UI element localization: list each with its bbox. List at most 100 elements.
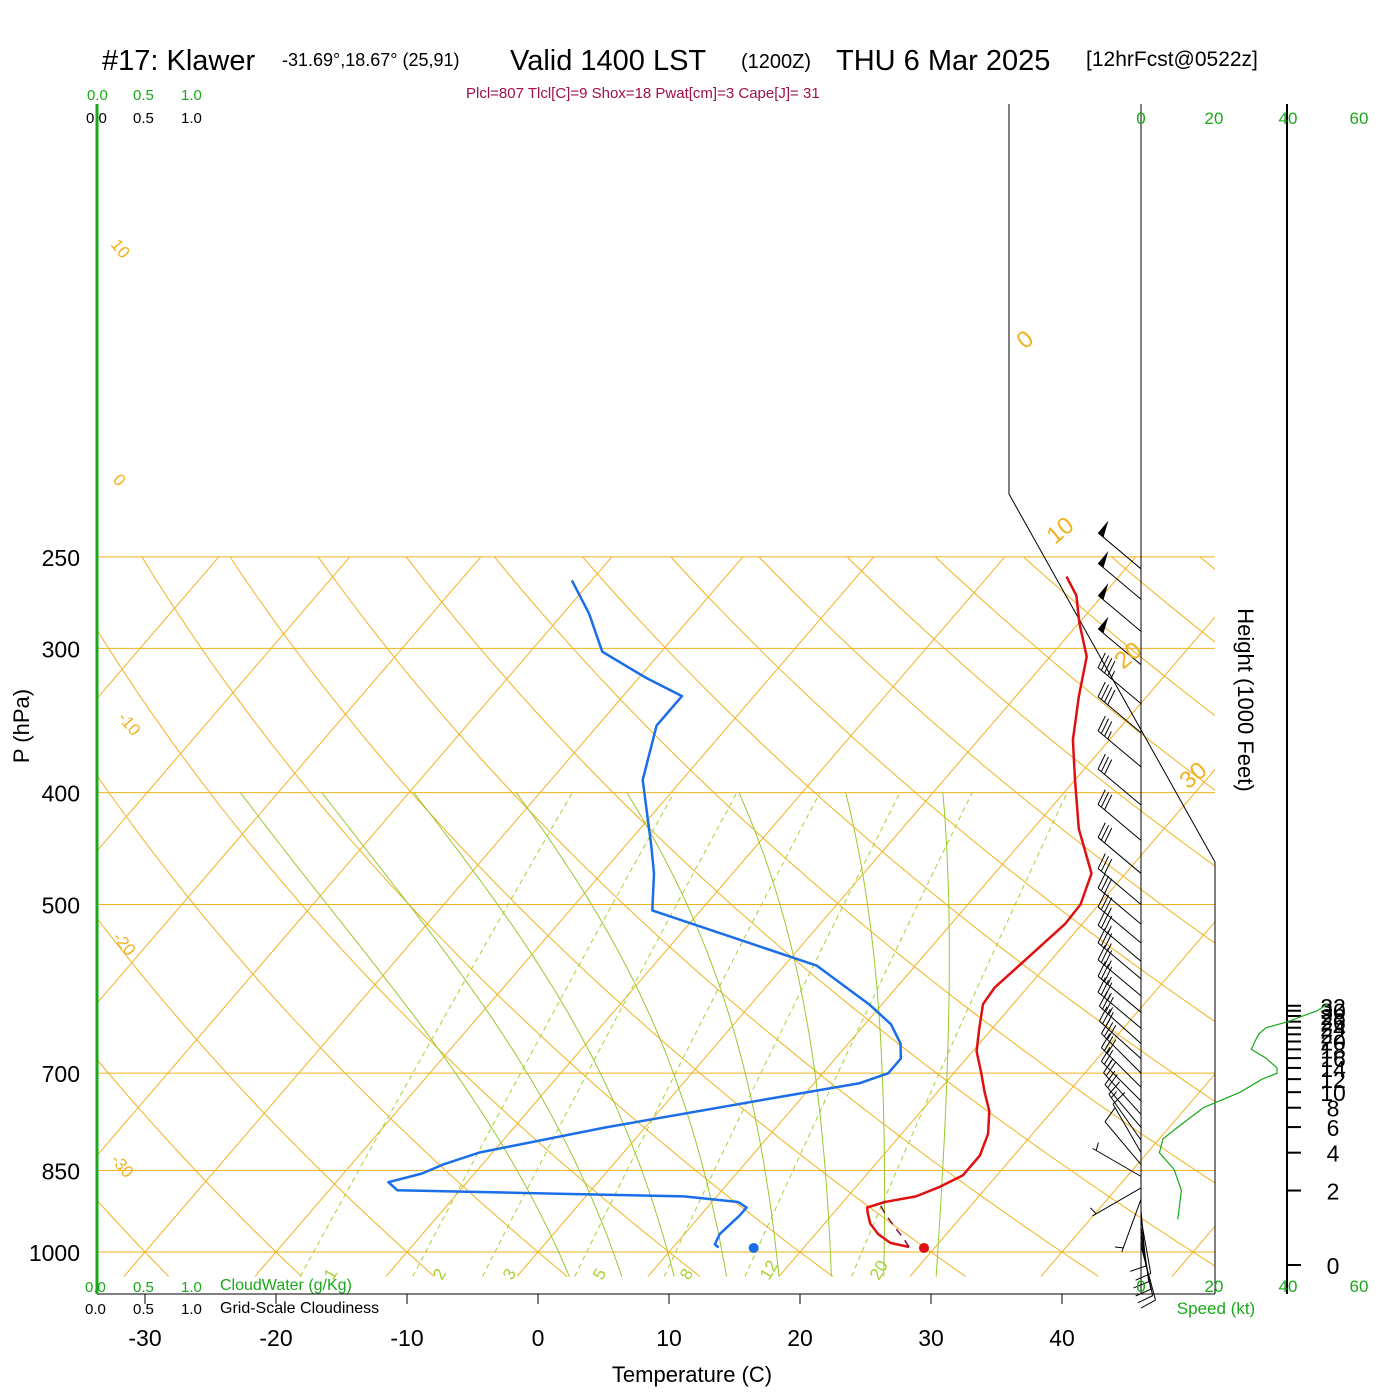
wind-barb-shaft (1097, 887, 1142, 925)
height-tick-label: 28 (1320, 1004, 1346, 1030)
wind-barb-shaft (1101, 1033, 1142, 1074)
surface-dewpoint-dot (748, 1242, 759, 1253)
wind-barb (1097, 520, 1142, 570)
height-tick-label: 20 (1320, 1029, 1346, 1055)
wind-barb-shaft (1097, 975, 1142, 1013)
height-tick-label: 30 (1320, 999, 1346, 1025)
wind-barb-feather (1103, 1036, 1114, 1051)
wind-barb-feather (1135, 1272, 1151, 1281)
wind-barb-feather (1097, 910, 1106, 926)
wind-barb-feather (1140, 1299, 1156, 1309)
wind-barb-feather (1100, 1047, 1111, 1062)
wind-barb-feather (1105, 1011, 1114, 1028)
wind-barb-shaft (1097, 532, 1142, 570)
height-tick-label: 6 (1327, 1115, 1340, 1141)
isotherm-label: 20 (1110, 637, 1148, 675)
wind-barb-feather (1104, 658, 1113, 674)
moist-adiabat (240, 792, 570, 1277)
wind-barb-shaft (1097, 628, 1142, 666)
speed-top-60: 60 (1350, 109, 1369, 128)
wind-barb-shaft (1099, 1005, 1142, 1045)
dry-adiabat (405, 556, 1215, 1267)
dry-adiabat (0, 557, 36, 1277)
height-tick-label: 26 (1320, 1010, 1346, 1036)
moist-adiabat (626, 792, 780, 1277)
speed-top-0: 0 (1136, 109, 1145, 128)
bottom-black-0: 0.0 (85, 1301, 106, 1318)
bottom-green-2: 1.0 (181, 1279, 202, 1296)
height-tick-label: 0 (1327, 1253, 1340, 1279)
parcel-line (879, 1204, 910, 1248)
wind-barb-feather (1104, 759, 1113, 775)
wind-barb (1097, 715, 1142, 768)
isotherm-line (1171, 1225, 1215, 1277)
wind-barb (1097, 681, 1142, 734)
dry-adiabat (97, 1199, 170, 1277)
wind-barb-feather (1097, 652, 1106, 668)
wind-barb (1100, 1033, 1142, 1088)
wind-barb-shaft (1097, 959, 1142, 997)
title-valid: Valid 1400 LST (510, 45, 706, 77)
wind-barb-feather (1105, 997, 1114, 1013)
wind-barb-pennant (1098, 583, 1109, 600)
wind-barb (1097, 873, 1142, 925)
wind-barb (1115, 1199, 1142, 1252)
plot-frame (95, 104, 1288, 1295)
wind-barb-shaft (1101, 1061, 1142, 1102)
mixing-ratio-line (482, 792, 738, 1277)
temperature-tick-label: 40 (1049, 1325, 1075, 1351)
wind-barb-half-feather (1090, 1207, 1097, 1215)
speed-bottom-60: 60 (1350, 1277, 1369, 1296)
wind-barb-feather (1104, 858, 1113, 875)
top-black-2: 1.0 (181, 110, 202, 127)
isotherm-line (909, 921, 1215, 1277)
isotherm-line (778, 768, 1215, 1277)
dry-adiabat (846, 556, 1215, 867)
dry-adiabat-label: -10 (114, 708, 144, 739)
isotherm-line (647, 616, 1215, 1277)
title-zulu: (1200Z) (741, 51, 811, 73)
wind-barb-feather (1106, 1039, 1117, 1054)
wind-barb-feather (1097, 977, 1106, 993)
wind-speed-line (1158, 1002, 1329, 1220)
mixing-ratio-label: 2 (429, 1265, 450, 1283)
wind-barb-pennant (1098, 550, 1109, 568)
wind-barb-shaft (1140, 1210, 1147, 1267)
height-tick-label: 14 (1320, 1056, 1346, 1082)
moist-adiabat (845, 792, 886, 1277)
wind-barb-half-feather (1095, 1142, 1099, 1151)
dry-adiabat-label: -20 (109, 928, 139, 959)
wind-barb-feather (1100, 856, 1109, 872)
temperature-tick-label: 30 (918, 1325, 944, 1351)
wind-barb-shaft (1092, 1187, 1142, 1217)
mixing-ratio-line (851, 792, 1068, 1277)
speed-bottom-40: 40 (1279, 1277, 1298, 1296)
wind-barb-shaft (1099, 1020, 1142, 1060)
wind-barb-feather (1130, 1265, 1147, 1272)
wind-barb-feather (1104, 897, 1113, 913)
isotherm-line (123, 556, 744, 1277)
wind-barb-shaft (1097, 906, 1142, 944)
dry-adiabat-label: -30 (107, 1150, 137, 1181)
mixing-ratio-label: 3 (499, 1265, 520, 1283)
wind-barb-feather (1100, 756, 1109, 772)
wind-barb-feather (1102, 1009, 1111, 1025)
height-tick-label: 32 (1320, 994, 1346, 1020)
pressure-tick-label: 850 (42, 1159, 80, 1185)
wind-barb-feather (1098, 1006, 1108, 1022)
mixing-ratio-line (744, 792, 973, 1277)
wind-barb-feather (1097, 681, 1106, 697)
wind-barb-feather (1104, 915, 1113, 931)
moist-adiabat (515, 792, 728, 1277)
temperature-line (865, 576, 1093, 1249)
wind-barb (1097, 583, 1142, 632)
height-tick-label: 22 (1320, 1022, 1346, 1048)
wind-barb-shaft (1097, 667, 1142, 705)
wind-barb-feather (1097, 789, 1106, 805)
wind-barb-half-feather (1107, 925, 1112, 934)
dry-adiabat (1199, 556, 1215, 570)
height-tick-label: 12 (1320, 1067, 1346, 1093)
wind-barb (1130, 1210, 1147, 1272)
